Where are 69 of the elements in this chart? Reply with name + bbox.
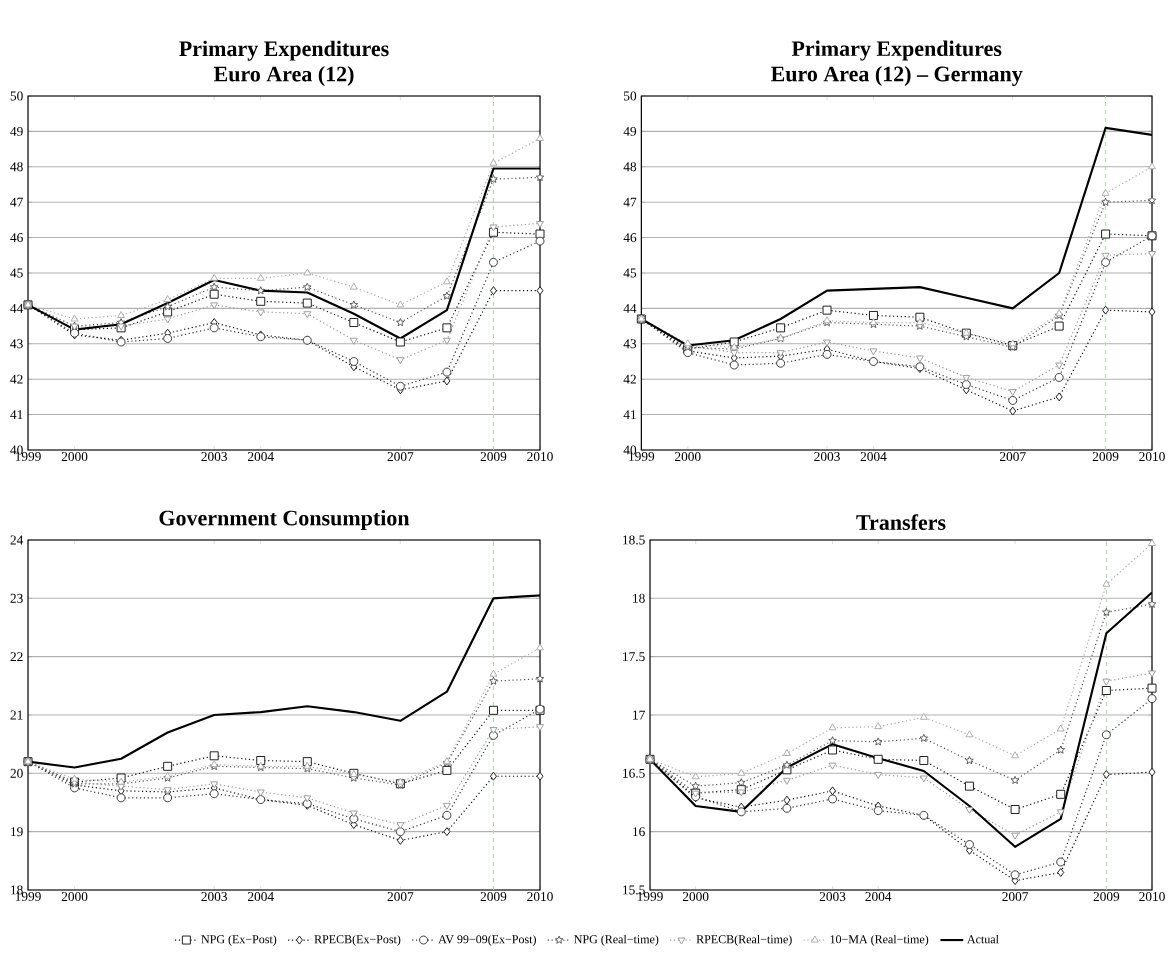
x-tick-label: 2009: [480, 892, 507, 902]
chart-title: Government Consumption: [159, 509, 410, 530]
y-tick-label: 41: [623, 410, 636, 419]
chart-title: Primary Expenditures: [179, 40, 389, 61]
y-tick-label: 42: [10, 374, 23, 384]
y-tick-label: 48: [10, 162, 23, 172]
y-tick-label: 23: [10, 593, 23, 603]
y-tick-label: 41: [10, 410, 23, 419]
x-tick-label: 2003: [814, 452, 840, 462]
y-tick-label: 44: [623, 303, 637, 313]
chart-title: Primary Expenditures: [791, 40, 1002, 61]
y-tick-label: 47: [10, 197, 23, 207]
legend-label: 10−MA (Real−time): [830, 934, 929, 946]
y-tick-label: 49: [10, 126, 23, 136]
x-tick-label: 2009: [1093, 892, 1120, 902]
legend-label: RPECB(Real−time): [696, 934, 792, 946]
x-tick-label: 2010: [1139, 892, 1165, 902]
x-tick-label: 2007: [387, 452, 414, 462]
y-tick-label: 48: [623, 162, 637, 172]
chart-subtitle: Euro Area (12): [213, 65, 354, 86]
x-tick-label: 2003: [819, 892, 846, 902]
chart-subtitle: Euro Area (12) – Germany: [770, 65, 1023, 86]
legend-label: NPG (Real−time): [574, 934, 659, 946]
x-tick-label: 2003: [201, 452, 228, 462]
legend-label: AV 99−09(Ex−Post): [438, 934, 536, 946]
x-tick-label: 2004: [247, 452, 274, 462]
y-tick-label: 16: [633, 827, 645, 837]
y-tick-label: 49: [623, 126, 637, 136]
x-tick-label: 2000: [61, 892, 88, 902]
legend-label: RPECB(Ex−Post): [314, 934, 401, 946]
y-tick-label: 17: [633, 710, 645, 720]
x-tick-label: 2000: [675, 452, 701, 462]
y-tick-label: 47: [623, 197, 637, 207]
x-tick-label: 2007: [999, 452, 1026, 462]
y-tick-label: 50: [624, 91, 637, 101]
y-tick-label: 24: [10, 535, 24, 545]
y-tick-label: 18: [633, 593, 645, 603]
y-tick-label: 45: [10, 268, 23, 278]
x-tick-label: 2009: [480, 452, 507, 462]
x-tick-label: 2000: [682, 892, 709, 902]
y-tick-label: 45: [623, 268, 637, 278]
x-tick-label: 2010: [527, 892, 553, 902]
y-tick-label: 46: [623, 233, 637, 243]
x-tick-label: 2000: [61, 452, 88, 462]
x-tick-label: 2007: [387, 892, 414, 902]
x-tick-label: 2010: [1139, 452, 1165, 462]
y-tick-label: 16.5: [623, 768, 645, 778]
y-tick-label: 46: [10, 233, 23, 243]
x-tick-label: 2004: [860, 452, 887, 462]
y-tick-label: 43: [10, 339, 23, 349]
y-tick-label: 22: [10, 652, 23, 662]
x-tick-label: 2010: [527, 452, 553, 462]
y-tick-label: 42: [623, 374, 636, 384]
y-tick-label: 21: [10, 710, 23, 720]
y-tick-label: 44: [10, 303, 24, 313]
y-tick-label: 50: [10, 91, 23, 101]
y-tick-label: 17.5: [623, 652, 645, 662]
x-tick-label: 2004: [247, 892, 274, 902]
legend-label: Actual: [967, 934, 999, 944]
y-tick-label: 20: [10, 768, 23, 778]
legend-label: NPG (Ex−Post): [201, 934, 277, 946]
chart-title: Transfers: [856, 514, 946, 530]
x-tick-label: 2009: [1092, 452, 1119, 462]
x-tick-label: 2007: [1002, 892, 1029, 902]
x-tick-label: 2004: [865, 892, 892, 902]
y-tick-label: 18.5: [623, 535, 645, 545]
y-tick-label: 19: [11, 827, 23, 837]
x-tick-label: 2003: [201, 892, 228, 902]
y-tick-label: 43: [623, 339, 637, 349]
